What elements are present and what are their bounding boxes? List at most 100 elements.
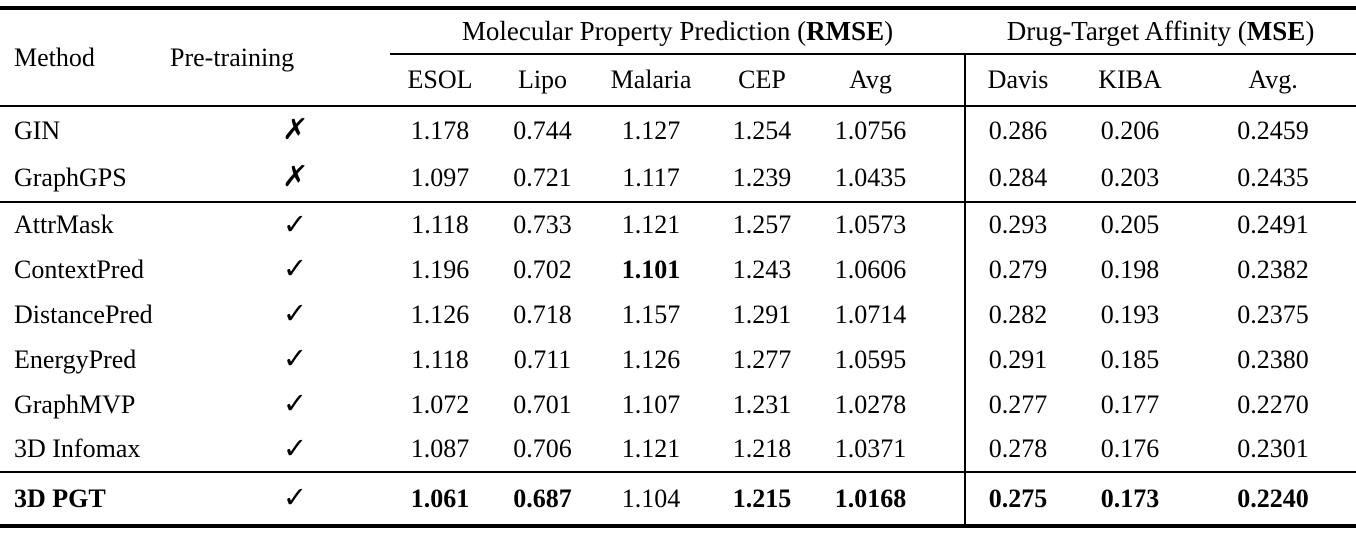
value-cell: 1.0371 (834, 434, 907, 463)
group1-suffix: ) (884, 16, 894, 46)
value-cell: 0.721 (513, 162, 572, 192)
method-cell: GraphGPS (14, 162, 127, 192)
table-section-0: GIN ✗ 1.178 0.744 1.127 1.254 1.0756 0.286 0.206… (0, 106, 1356, 202)
method-cell: DistancePred (14, 299, 153, 329)
value-cell: 0.2435 (1237, 162, 1309, 192)
value-cell: 0.203 (1100, 162, 1160, 192)
table-row: GraphMVP ✓ 1.072 0.701 1.107 1.231 1.0278 0.277… (0, 382, 1356, 427)
value-cell: 1.178 (410, 115, 470, 145)
checkmark-icon: ✓ (282, 206, 308, 241)
value-cell: 1.243 (732, 254, 792, 284)
value-cell: 1.126 (621, 344, 681, 374)
column-header-malaria: Malaria (610, 65, 692, 94)
checkmark-icon: ✓ (282, 341, 308, 375)
value-cell: 1.0756 (834, 115, 907, 145)
value-cell: 1.0573 (834, 210, 907, 239)
pretraining-cell: ✗ (170, 154, 390, 202)
cross-icon: ✗ (281, 112, 309, 146)
value-cell: 1.215 (732, 483, 792, 513)
value-cell: 1.072 (410, 389, 470, 419)
value-cell: 0.687 (513, 483, 572, 513)
table-row: GIN ✗ 1.178 0.744 1.127 1.254 1.0756 0.286 0.206… (0, 106, 1356, 154)
value-cell: 1.104 (621, 483, 681, 513)
value-cell: 0.176 (1100, 434, 1160, 463)
table-header: Method Pre-training Molecular Property P… (0, 8, 1356, 106)
pretraining-cell: ✓ (170, 382, 390, 427)
checkmark-icon: ✓ (282, 251, 308, 285)
value-cell: 1.0278 (834, 389, 907, 419)
value-cell: 0.701 (513, 389, 572, 419)
method-column-header: Method (14, 42, 95, 72)
value-cell: 0.277 (964, 382, 1071, 427)
cross-icon: ✗ (281, 159, 309, 193)
value-cell: 0.2382 (1237, 254, 1309, 284)
method-cell: GraphMVP (14, 389, 136, 419)
value-cell: 0.278 (964, 427, 1071, 472)
pretraining-cell: ✓ (170, 202, 390, 247)
value-cell: 1.061 (410, 483, 470, 513)
value-cell: 1.118 (411, 344, 469, 374)
value-cell: 1.277 (732, 344, 792, 374)
value-cell: 0.2270 (1237, 389, 1309, 419)
group2-prefix: Drug-Target Affinity ( (1006, 16, 1247, 46)
value-cell: 1.107 (621, 389, 681, 419)
column-header-cep: CEP (738, 65, 786, 94)
value-cell: 1.101 (621, 254, 681, 284)
group1-prefix: Molecular Property Prediction ( (461, 16, 807, 46)
value-cell: 0.185 (1100, 344, 1160, 374)
value-cell: 0.706 (513, 434, 572, 463)
value-cell: 1.291 (732, 299, 792, 329)
checkmark-icon: ✓ (282, 386, 308, 420)
table-row: 3D Infomax ✓ 1.087 0.706 1.121 1.218 1.0371 0.2… (0, 427, 1356, 472)
pretraining-cell: ✓ (170, 427, 390, 472)
column-header-avg-rmse: Avg (849, 65, 892, 94)
value-cell: 1.257 (732, 210, 792, 239)
value-cell: 0.711 (513, 344, 572, 374)
group2-suffix: ) (1305, 16, 1315, 46)
table-row: DistancePred ✓ 1.126 0.718 1.157 1.291 1.0714 0… (0, 292, 1356, 337)
column-header-esol: ESOL (407, 65, 473, 94)
value-cell: 0.718 (513, 299, 572, 329)
value-cell: 0.2301 (1237, 434, 1309, 463)
value-cell: 1.097 (410, 162, 470, 192)
table-section-2: 3D PGT ✓ 1.061 0.687 1.104 1.215 1.0168 0.275 0.… (0, 472, 1356, 526)
table-section-1: AttrMask ✓ 1.118 0.733 1.121 1.257 1.0573 0.293… (0, 202, 1356, 472)
group-header-drug-target: Drug-Target Affinity (MSE) (965, 8, 1356, 55)
value-cell: 0.2375 (1237, 299, 1309, 329)
checkmark-icon: ✓ (282, 480, 308, 514)
method-cell: GIN (14, 115, 61, 145)
table-row: AttrMask ✓ 1.118 0.733 1.121 1.257 1.0573 0.293… (0, 202, 1356, 247)
table-row: GraphGPS ✗ 1.097 0.721 1.117 1.239 1.0435 0.284… (0, 154, 1356, 202)
value-cell: 1.117 (622, 162, 680, 192)
value-cell: 0.193 (1100, 299, 1160, 329)
pretraining-cell: ✗ (170, 106, 390, 154)
method-cell: AttrMask (14, 210, 114, 239)
sub-header-row: ESOL Lipo Malaria CEP Avg Davis KIBA Avg… (0, 54, 1356, 106)
value-cell: 1.087 (410, 434, 470, 463)
results-table: Method Pre-training Molecular Property P… (0, 6, 1356, 528)
pretraining-cell: ✓ (170, 247, 390, 292)
pretraining-cell: ✓ (170, 292, 390, 337)
value-cell: 1.127 (621, 115, 681, 145)
group-header-row: Method Pre-training Molecular Property P… (0, 8, 1356, 72)
method-cell: EnergyPred (14, 344, 137, 374)
value-cell: 1.118 (411, 210, 469, 239)
value-cell: 1.239 (732, 162, 792, 192)
group-header-molecular-property: Molecular Property Prediction (RMSE) (390, 8, 966, 55)
value-cell: 1.0595 (834, 344, 907, 374)
value-cell: 1.157 (621, 299, 681, 329)
method-cell: 3D PGT (14, 483, 106, 513)
table-row: EnergyPred ✓ 1.118 0.711 1.126 1.277 1.0595 0.2… (0, 337, 1356, 382)
method-cell: 3D Infomax (14, 434, 141, 463)
column-header-davis: Davis (964, 54, 1071, 106)
checkmark-icon: ✓ (282, 430, 308, 465)
value-cell: 0.284 (964, 154, 1071, 202)
value-cell: 0.733 (513, 210, 572, 239)
value-cell: 0.173 (1100, 483, 1160, 513)
value-cell: 1.254 (732, 115, 792, 145)
value-cell: 1.196 (410, 254, 470, 284)
value-cell: 0.206 (1100, 115, 1160, 145)
value-cell: 1.0435 (834, 162, 907, 192)
pretraining-cell: ✓ (170, 337, 390, 382)
